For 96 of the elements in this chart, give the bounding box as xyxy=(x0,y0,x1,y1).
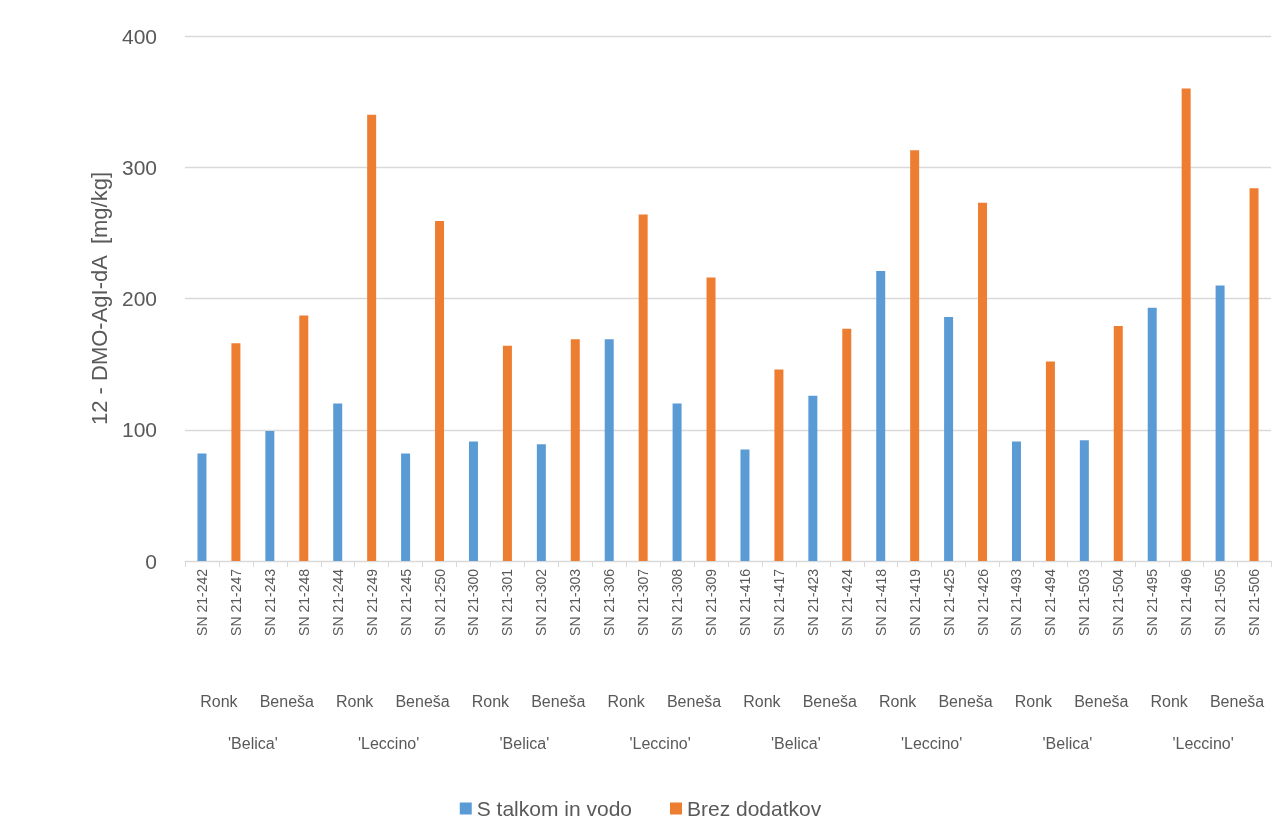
bar xyxy=(231,343,241,561)
x-tick-label: SN 21-416 xyxy=(736,568,753,636)
x-tick-label: SN 21-242 xyxy=(193,568,210,636)
bar xyxy=(774,369,784,561)
x-tick-label: SN 21-249 xyxy=(363,568,380,636)
text: 'Belica' xyxy=(228,734,278,752)
bar xyxy=(944,316,954,561)
x-tick-label: SN 21-418 xyxy=(872,568,889,636)
x-tick-label: SN 21-506 xyxy=(1246,568,1263,636)
bar xyxy=(808,395,818,561)
bar xyxy=(1215,285,1225,561)
y-tick-label: 300 xyxy=(121,155,157,179)
x-tick-label: SN 21-302 xyxy=(533,568,550,636)
x-tick-label: SN 21-303 xyxy=(567,568,584,636)
bar xyxy=(367,114,377,561)
text: 'Leccino' xyxy=(629,734,691,752)
x-tick-label: SN 21-248 xyxy=(295,568,312,636)
x-tick-label: SN 21-423 xyxy=(804,568,821,636)
x-tick-label: SN 21-494 xyxy=(1042,568,1059,636)
text: Ronk xyxy=(743,692,782,710)
text: Beneša xyxy=(938,692,993,710)
y-tick-label: 400 xyxy=(121,24,157,48)
bar xyxy=(333,403,343,561)
text: Beneša xyxy=(666,692,722,710)
x-tick-label: SN 21-425 xyxy=(940,568,957,636)
bar xyxy=(570,339,580,561)
bar xyxy=(401,453,411,561)
bar xyxy=(876,270,886,561)
text: 'Belica' xyxy=(1042,734,1093,752)
bar xyxy=(299,315,309,561)
x-tick-label: SN 21-493 xyxy=(1008,568,1025,636)
bar xyxy=(910,150,920,561)
x-tick-label: SN 21-308 xyxy=(669,568,686,636)
text: Beneša xyxy=(1209,692,1265,710)
text: 'Belica' xyxy=(499,734,550,752)
x-tick-label: SN 21-301 xyxy=(499,568,516,636)
bar xyxy=(1011,441,1021,561)
text: 'Leccino' xyxy=(1172,734,1234,752)
x-tick-label: SN 21-419 xyxy=(906,568,923,636)
x-tick-label: SN 21-496 xyxy=(1178,568,1195,636)
y-tick-label: 200 xyxy=(121,287,157,310)
x-tick-label: SN 21-250 xyxy=(431,568,448,636)
x-tick-label: SN 21-245 xyxy=(397,568,414,636)
text: 'Leccino' xyxy=(900,734,963,752)
bar xyxy=(978,202,988,561)
x-tick-label: SN 21-309 xyxy=(703,568,720,636)
text: Ronk xyxy=(879,692,918,710)
legend-label: S talkom in vodo xyxy=(476,797,633,820)
text: Beneša xyxy=(395,692,450,710)
bar xyxy=(1147,307,1157,561)
y-axis-title: 12 - DMO-AgI-dA [mg/kg] xyxy=(86,171,112,426)
bar xyxy=(672,403,682,561)
x-tick-label: SN 21-243 xyxy=(261,568,278,636)
x-tick-label: SN 21-247 xyxy=(227,568,244,636)
text: Beneša xyxy=(259,692,315,710)
text: Ronk xyxy=(1014,692,1054,710)
x-tick-label: SN 21-424 xyxy=(838,568,855,636)
x-tick-label: SN 21-505 xyxy=(1212,568,1229,636)
text: Ronk xyxy=(1150,692,1189,710)
text: 'Belica' xyxy=(771,734,821,752)
bar xyxy=(1113,326,1123,561)
x-tick-label: SN 21-426 xyxy=(974,568,991,636)
text: Beneša xyxy=(531,692,586,710)
bar xyxy=(604,339,614,561)
text: 'Leccino' xyxy=(357,734,420,752)
bar xyxy=(197,453,207,561)
x-tick-label: SN 21-495 xyxy=(1144,568,1161,636)
text: Ronk xyxy=(200,692,239,710)
x-tick-label: SN 21-244 xyxy=(329,568,346,636)
bar xyxy=(265,431,275,561)
bar xyxy=(706,277,716,561)
bar xyxy=(536,444,546,561)
text: Ronk xyxy=(607,692,646,710)
bar xyxy=(1045,361,1055,561)
text: Beneša xyxy=(802,692,858,710)
y-tick-label: 0 xyxy=(145,549,157,573)
bar xyxy=(1181,88,1191,561)
x-tick-label: SN 21-417 xyxy=(770,568,787,636)
bar xyxy=(502,345,512,561)
bar xyxy=(1249,188,1259,561)
text: Beneša xyxy=(1074,692,1129,710)
text: Ronk xyxy=(336,692,375,710)
x-tick-label: SN 21-504 xyxy=(1110,568,1127,636)
x-tick-label: SN 21-307 xyxy=(635,568,652,636)
bar xyxy=(435,221,445,561)
bar xyxy=(842,328,852,561)
bar xyxy=(468,441,478,561)
legend-label: Brez dodatkov xyxy=(687,797,822,820)
bar xyxy=(638,214,648,561)
text: Ronk xyxy=(471,692,511,710)
x-tick-label: SN 21-503 xyxy=(1076,568,1093,636)
y-tick-label: 100 xyxy=(121,418,157,442)
bar xyxy=(1079,440,1089,561)
x-tick-label: SN 21-306 xyxy=(601,568,618,636)
x-tick-label: SN 21-300 xyxy=(465,568,482,636)
bar xyxy=(740,449,750,561)
